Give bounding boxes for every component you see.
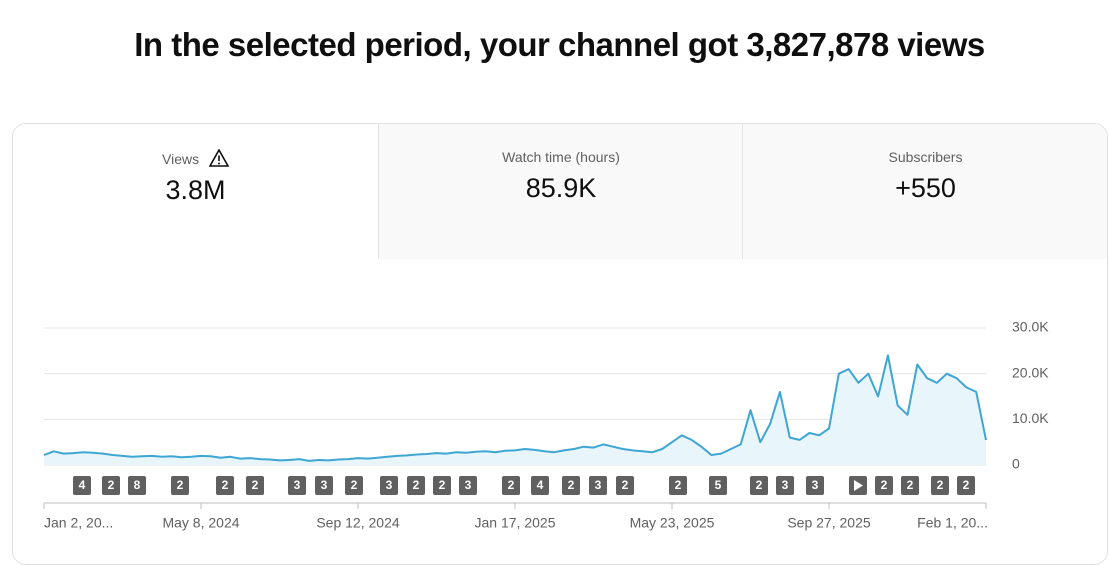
annotation-count: 2 — [413, 478, 420, 492]
tab-label: Subscribers — [888, 149, 963, 165]
annotation-badge — [901, 476, 919, 495]
annotation-count: 3 — [595, 478, 602, 492]
annotation-badge — [776, 476, 794, 495]
annotation-badge — [806, 476, 824, 495]
annotation-badge — [171, 476, 189, 495]
annotation-count: 2 — [508, 478, 515, 492]
annotation-badge — [380, 476, 398, 495]
tab-label: Watch time (hours) — [502, 149, 620, 165]
annotation-badge — [128, 476, 146, 495]
annotation-count: 3 — [386, 478, 393, 492]
tab-views[interactable]: Views 3.8M — [13, 124, 378, 259]
annotation-count: 5 — [715, 478, 722, 492]
annotation-badge — [531, 476, 549, 495]
annotation-count: 2 — [252, 478, 259, 492]
annotation-badge — [459, 476, 477, 495]
y-tick-label: 10.0K — [1012, 410, 1049, 426]
annotation-count: 2 — [937, 478, 944, 492]
annotation-badge — [407, 476, 425, 495]
warning-icon[interactable] — [208, 148, 230, 167]
annotation-count: 2 — [907, 478, 914, 492]
tab-value: 3.8M — [165, 175, 226, 205]
annotation-count: 3 — [465, 478, 472, 492]
tab-watch-time[interactable]: Watch time (hours) 85.9K — [378, 124, 743, 259]
page: In the selected period, your channel got… — [12, 26, 1108, 565]
annotation-count: 2 — [568, 478, 575, 492]
y-tick-label: 30.0K — [1012, 319, 1049, 335]
annotation-badge — [875, 476, 893, 495]
annotation-badge — [433, 476, 451, 495]
tab-label: Views — [162, 151, 200, 167]
annotation-count: 2 — [756, 478, 763, 492]
annotation-badge — [502, 476, 520, 495]
annotation-count: 8 — [134, 478, 141, 492]
x-tick-label: May 23, 2025 — [630, 515, 715, 531]
x-tick-label: Sep 27, 2025 — [787, 515, 871, 531]
y-tick-label: 20.0K — [1012, 364, 1049, 380]
annotation-count: 2 — [108, 478, 115, 492]
annotation-count: 4 — [79, 478, 86, 492]
annotation-count: 2 — [439, 478, 446, 492]
play-icon — [854, 480, 863, 491]
page-title: In the selected period, your channel got… — [134, 26, 985, 63]
x-tick-label: Jan 17, 2025 — [475, 515, 556, 531]
annotation-badge — [315, 476, 333, 495]
annotation-badge — [957, 476, 975, 495]
annotation-badge — [589, 476, 607, 495]
annotation-badge — [709, 476, 727, 495]
annotation-badge — [73, 476, 91, 495]
x-tick-label: Sep 12, 2024 — [316, 515, 400, 531]
annotation-badge — [216, 476, 234, 495]
y-tick-label: 0 — [1012, 456, 1020, 472]
annotation-count: 3 — [321, 478, 328, 492]
analytics-card: Views 3.8M Watch time (hours) 85.9K Subs… — [12, 123, 1108, 565]
annotation-badge — [931, 476, 949, 495]
annotation-count: 2 — [675, 478, 682, 492]
annotation-count: 3 — [294, 478, 301, 492]
annotation-count: 2 — [222, 478, 229, 492]
annotation-count: 4 — [537, 478, 544, 492]
annotation-badge — [246, 476, 264, 495]
annotation-badge — [288, 476, 306, 495]
chart: 0 10.0K 20.0K 30.0K Jan 2, 20... May 8, 2024 S… — [43, 319, 1049, 531]
annotation-count: 2 — [881, 478, 888, 492]
x-tick-label: Jan 2, 20... — [44, 515, 113, 531]
annotation-badge — [669, 476, 687, 495]
annotation-badge — [616, 476, 634, 495]
annotation-count: 2 — [622, 478, 629, 492]
annotation-count: 2 — [351, 478, 358, 492]
tab-value: 85.9K — [525, 173, 597, 203]
annotation-badge — [750, 476, 768, 495]
tab-subscribers[interactable]: Subscribers +550 — [742, 124, 1107, 259]
line — [43, 354, 987, 462]
area — [44, 355, 986, 465]
annotation-badge — [102, 476, 120, 495]
x-tick-label: May 8, 2024 — [162, 515, 239, 531]
tab-value: +550 — [895, 173, 956, 203]
annotation-count: 2 — [177, 478, 184, 492]
annotation-count: 3 — [782, 478, 789, 492]
annotation-badge — [562, 476, 580, 495]
x-tick-label: Feb 1, 20... — [917, 515, 988, 531]
annotation-count: 2 — [963, 478, 970, 492]
annotation-badge — [345, 476, 363, 495]
annotation-count: 3 — [812, 478, 819, 492]
